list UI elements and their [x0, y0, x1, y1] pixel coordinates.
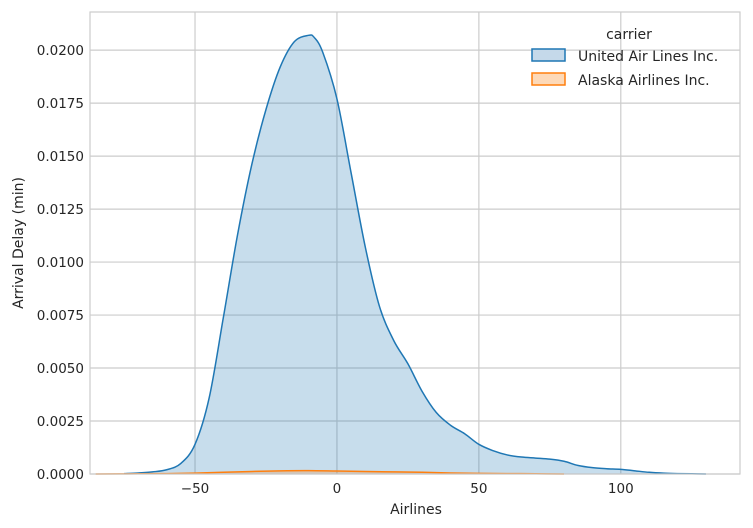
legend-swatch: [531, 48, 566, 62]
y-axis-label: Arrival Delay (min): [11, 177, 27, 309]
x-tick-label: −50: [181, 481, 210, 497]
y-tick-label: 0.0200: [37, 43, 84, 59]
plot-background: [90, 12, 740, 474]
axes-frame: [89, 11, 741, 475]
plot-frame: [89, 11, 741, 475]
y-tick-label: 0.0025: [37, 414, 84, 430]
legend-label: Alaska Airlines Inc.: [578, 73, 710, 89]
x-axis-label: Airlines: [390, 502, 442, 518]
x-tick-labels: −50 0 50 100: [181, 481, 634, 497]
y-tick-label: 0.0100: [37, 255, 84, 271]
legend-label: United Air Lines Inc.: [578, 49, 718, 65]
y-tick-label: 0.0075: [37, 308, 84, 324]
x-tick-label: 0: [333, 481, 342, 497]
legend-swatch: [531, 72, 566, 86]
legend: carrier United Air Lines Inc. Alaska Airl…: [531, 27, 718, 89]
y-tick-label: 0.0175: [37, 96, 84, 112]
y-tick-label: 0.0125: [37, 202, 84, 218]
x-tick-label: 50: [470, 481, 487, 497]
legend-title: carrier: [606, 27, 652, 43]
line-united-air-lines-inc: [124, 34, 706, 475]
grid: [90, 12, 740, 475]
y-tick-label: 0.0000: [37, 467, 84, 483]
x-tick-label: 100: [608, 481, 634, 497]
y-tick-labels: 0.0000 0.0025 0.0050 0.0075 0.0100 0.0125 0.01…: [37, 43, 84, 483]
y-tick-label: 0.0150: [37, 149, 84, 165]
area-united-air-lines-inc: [124, 34, 706, 475]
y-tick-label: 0.0050: [37, 361, 84, 377]
